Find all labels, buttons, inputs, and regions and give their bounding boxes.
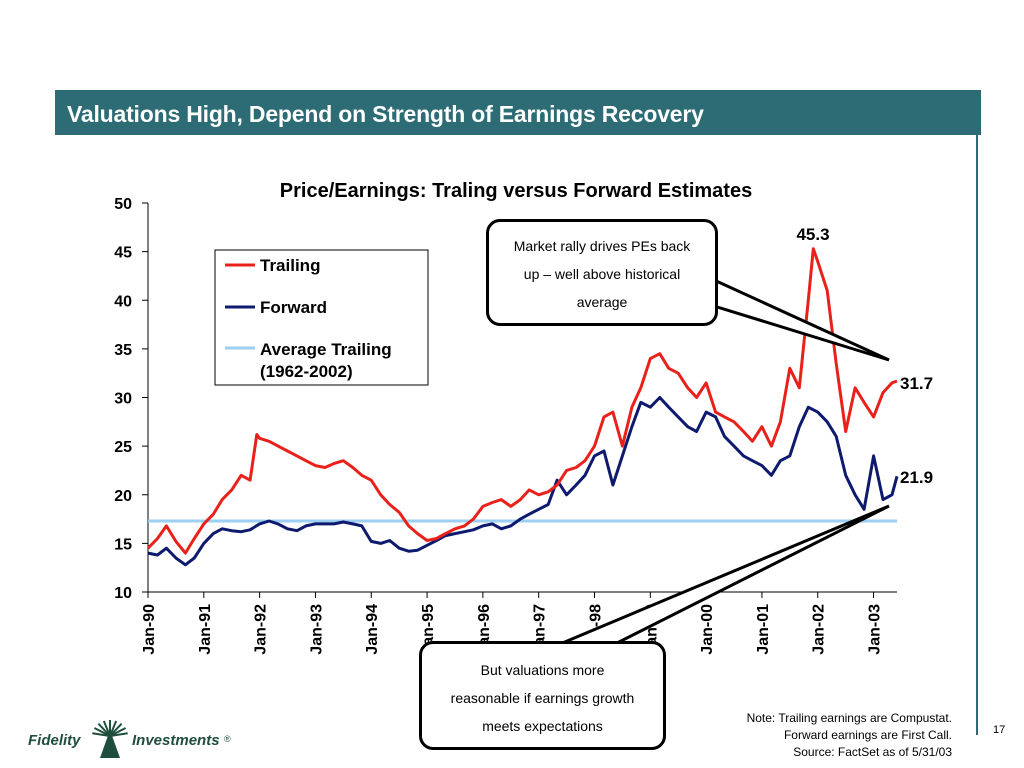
callout-bottom-line-1: But valuations more bbox=[480, 662, 605, 678]
callout-valuations-reasonable: But valuations more reasonable if earnin… bbox=[419, 641, 666, 750]
legend-box bbox=[214, 249, 429, 386]
callout-bottom-line-2: reasonable if earnings growth bbox=[450, 690, 635, 706]
x-tick-label: Jan-01 bbox=[755, 604, 772, 655]
callout-bottom-pointer bbox=[559, 504, 890, 646]
logo-ray bbox=[109, 732, 128, 737]
callout-top-line-1: Market rally drives PEs back bbox=[513, 238, 691, 254]
page-number: 17 bbox=[993, 724, 1006, 736]
series-line-forward bbox=[147, 396, 899, 567]
logo-word-investments: Investments bbox=[132, 732, 220, 749]
right-divider bbox=[976, 135, 978, 735]
slide-title: Valuations High, Depend on Strength of E… bbox=[55, 90, 981, 135]
callout-top-line-3: average bbox=[576, 294, 628, 310]
callout-top-line-2: up – well above historical bbox=[523, 266, 681, 282]
x-tick-label: Jan-92 bbox=[253, 604, 270, 655]
y-tick-label: 25 bbox=[114, 439, 132, 456]
x-tick-label: Jan-93 bbox=[308, 604, 325, 655]
logo-registered-mark: ® bbox=[224, 734, 231, 744]
y-tick-label: 15 bbox=[114, 536, 132, 553]
legend-label-average-years: (1962-2002) bbox=[260, 362, 353, 381]
chart-title: Price/Earnings: Traling versus Forward E… bbox=[280, 180, 752, 202]
x-tick-label: Jan-03 bbox=[867, 604, 884, 655]
source-note: Note: Trailing earnings are Compustat. F… bbox=[747, 710, 952, 761]
x-tick-label: Jan-00 bbox=[699, 604, 716, 655]
fidelity-logo: Fidelity Investments ® bbox=[28, 720, 238, 760]
y-tick-label: 30 bbox=[114, 391, 132, 408]
series-line-trailing bbox=[146, 247, 898, 555]
data-label-trailing-end: 31.7 bbox=[900, 374, 933, 393]
logo-word-fidelity: Fidelity bbox=[28, 732, 81, 749]
logo-ray bbox=[97, 723, 111, 737]
data-label-peak: 45.3 bbox=[796, 225, 829, 244]
y-tick-label: 50 bbox=[114, 196, 132, 213]
data-label-forward-end: 21.9 bbox=[900, 468, 933, 487]
legend-label-average: Average Trailing bbox=[260, 340, 392, 359]
callout-top-pointer bbox=[712, 277, 890, 362]
y-tick-label: 45 bbox=[114, 245, 132, 262]
callout-market-rally: Market rally drives PEs back up – well a… bbox=[486, 219, 718, 326]
note-line-1: Note: Trailing earnings are Compustat. bbox=[746, 711, 952, 725]
legend-label-trailing: Trailing bbox=[260, 256, 320, 275]
x-tick-label: Jan-91 bbox=[197, 604, 214, 655]
note-line-2: Forward earnings are First Call. bbox=[783, 728, 952, 742]
y-tick-label: 20 bbox=[114, 488, 132, 505]
x-tick-label: Jan-90 bbox=[141, 604, 158, 655]
y-tick-label: 10 bbox=[114, 585, 132, 602]
callout-bottom-line-3: meets expectations bbox=[482, 718, 603, 734]
note-line-3: Source: FactSet as of 5/31/03 bbox=[793, 745, 952, 759]
y-tick-label: 35 bbox=[114, 342, 132, 359]
x-tick-label: Jan-02 bbox=[811, 604, 828, 655]
logo-pyramid-icon bbox=[92, 720, 128, 758]
y-tick-label: 40 bbox=[114, 293, 132, 310]
legend-label-forward: Forward bbox=[260, 298, 327, 317]
x-tick-label: Jan-94 bbox=[364, 604, 381, 655]
